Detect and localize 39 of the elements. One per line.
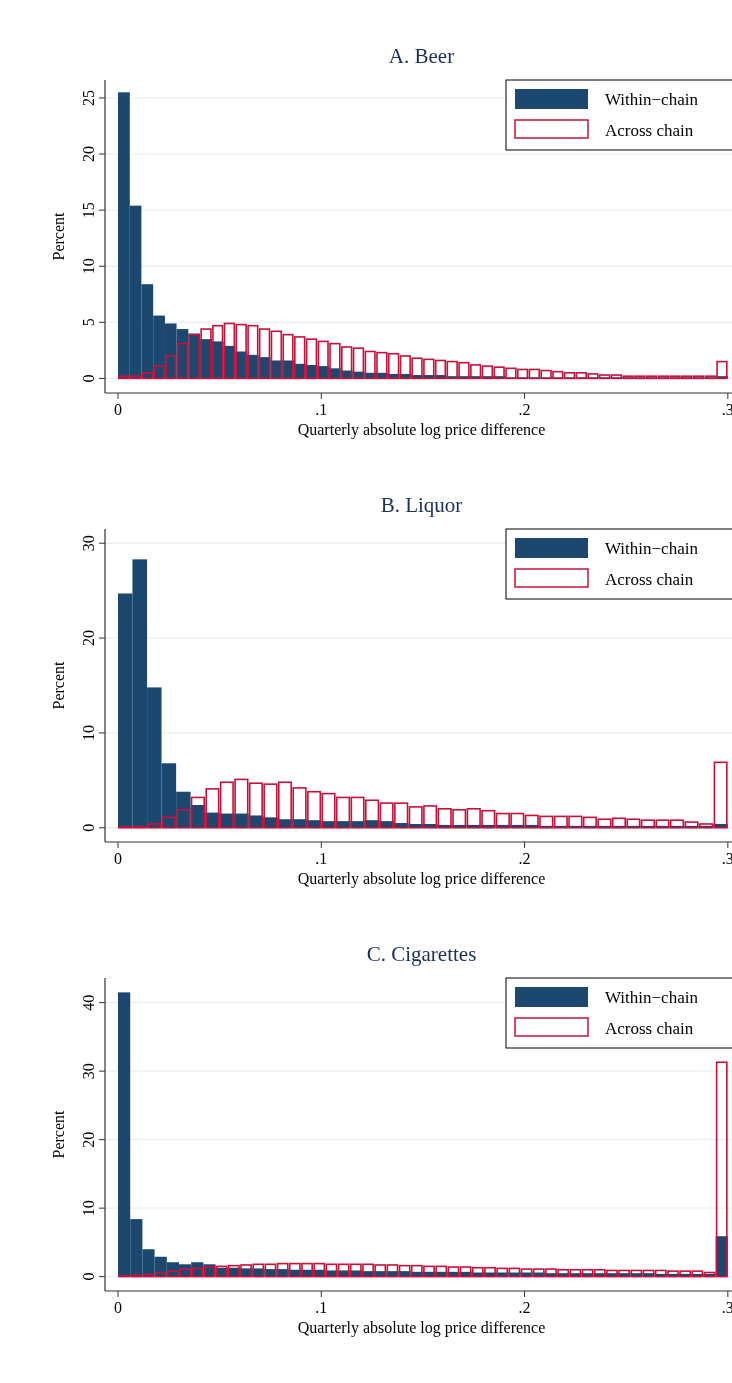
x-tick-label: .2 (518, 1299, 531, 1316)
y-tick-label: 15 (80, 202, 97, 219)
x-axis-title: Quarterly absolute log price difference (297, 870, 546, 888)
x-tick-label: 0 (114, 850, 123, 867)
x-axis-title: Quarterly absolute log price difference (297, 421, 546, 439)
y-tick-label: 0 (80, 823, 97, 832)
y-tick-label: 30 (80, 1063, 97, 1080)
y-tick-label: 25 (80, 89, 97, 106)
x-tick-label: .2 (518, 401, 531, 418)
y-axis-title: Percent (50, 660, 67, 710)
y-tick-label: 20 (80, 146, 97, 163)
legend-label: Across chain (605, 1019, 694, 1038)
y-tick-label: 20 (80, 1131, 97, 1148)
y-tick-label: 0 (80, 1272, 97, 1281)
y-tick-label: 10 (80, 724, 97, 741)
chart-title: C. Cigarettes (366, 942, 477, 966)
y-tick-label: 10 (80, 258, 97, 275)
x-tick-label: .2 (518, 850, 531, 867)
legend-label: Within−chain (605, 539, 699, 558)
y-tick-label: 5 (80, 318, 97, 327)
x-tick-label: .1 (315, 401, 328, 418)
y-tick-label: 0 (80, 374, 97, 383)
legend-label: Within−chain (605, 988, 699, 1007)
legend-label: Across chain (605, 570, 694, 589)
x-axis-title: Quarterly absolute log price difference (297, 1319, 546, 1337)
legend-label: Within−chain (605, 90, 699, 109)
y-tick-label: 40 (80, 994, 97, 1011)
legend-label: Across chain (605, 121, 694, 140)
x-tick-label: 0 (114, 1299, 123, 1316)
y-tick-label: 20 (80, 630, 97, 647)
chart-title: B. Liquor (380, 493, 463, 517)
y-axis-title: Percent (50, 1109, 67, 1159)
x-tick-label: 0 (114, 401, 123, 418)
y-axis-title: Percent (50, 211, 67, 261)
x-tick-label: .1 (315, 1299, 328, 1316)
y-tick-label: 10 (80, 1200, 97, 1217)
chart-title: A. Beer (388, 44, 455, 68)
x-tick-label: .1 (315, 850, 328, 867)
y-tick-label: 30 (80, 535, 97, 552)
